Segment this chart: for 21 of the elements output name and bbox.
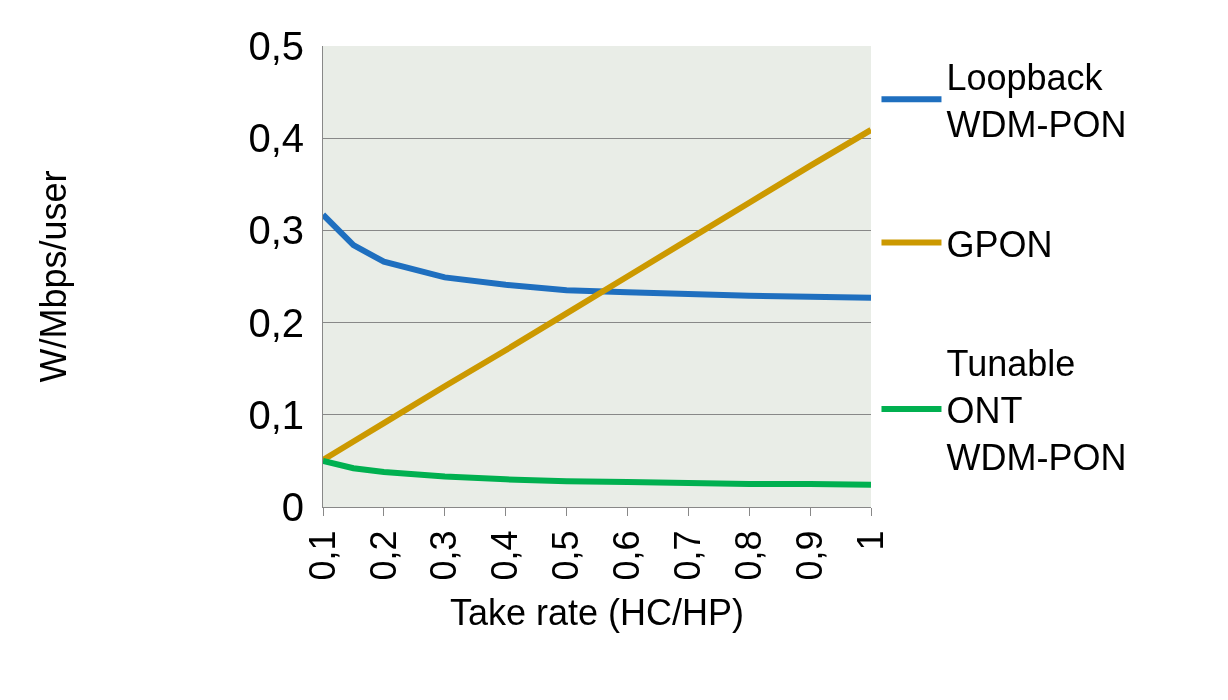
x-tick-label: 0,8 <box>727 530 769 581</box>
x-tick-label: 0,9 <box>788 530 830 581</box>
y-tick-label: 0,2 <box>248 300 304 345</box>
y-tick-label: 0,5 <box>248 24 304 68</box>
x-tick-label: 0,2 <box>362 530 404 581</box>
x-tick-label: 1 <box>849 530 891 551</box>
y-tick-label: 0 <box>281 485 304 529</box>
x-tick-label: 0,6 <box>606 530 648 581</box>
x-tick-label: 0,5 <box>545 530 587 581</box>
x-tick-label: 0,4 <box>484 530 526 581</box>
y-tick-label: 0,1 <box>248 392 304 437</box>
x-tick-label: 0,3 <box>423 530 465 581</box>
y-tick-label: 0,4 <box>248 116 304 161</box>
y-axis-title: W/Mbps/user <box>33 170 75 383</box>
legend-label: Loopback WDM-PON <box>946 56 1127 145</box>
x-tick-label: 0,7 <box>667 530 709 581</box>
y-tick-label: 0,3 <box>248 208 304 253</box>
legend-label: GPON <box>946 223 1053 265</box>
legend-label: Tunable ONT WDM-PON <box>946 343 1127 478</box>
x-tick-label: 0,1 <box>301 530 343 581</box>
x-axis-title: Take rate (HC/HP) <box>449 592 745 634</box>
